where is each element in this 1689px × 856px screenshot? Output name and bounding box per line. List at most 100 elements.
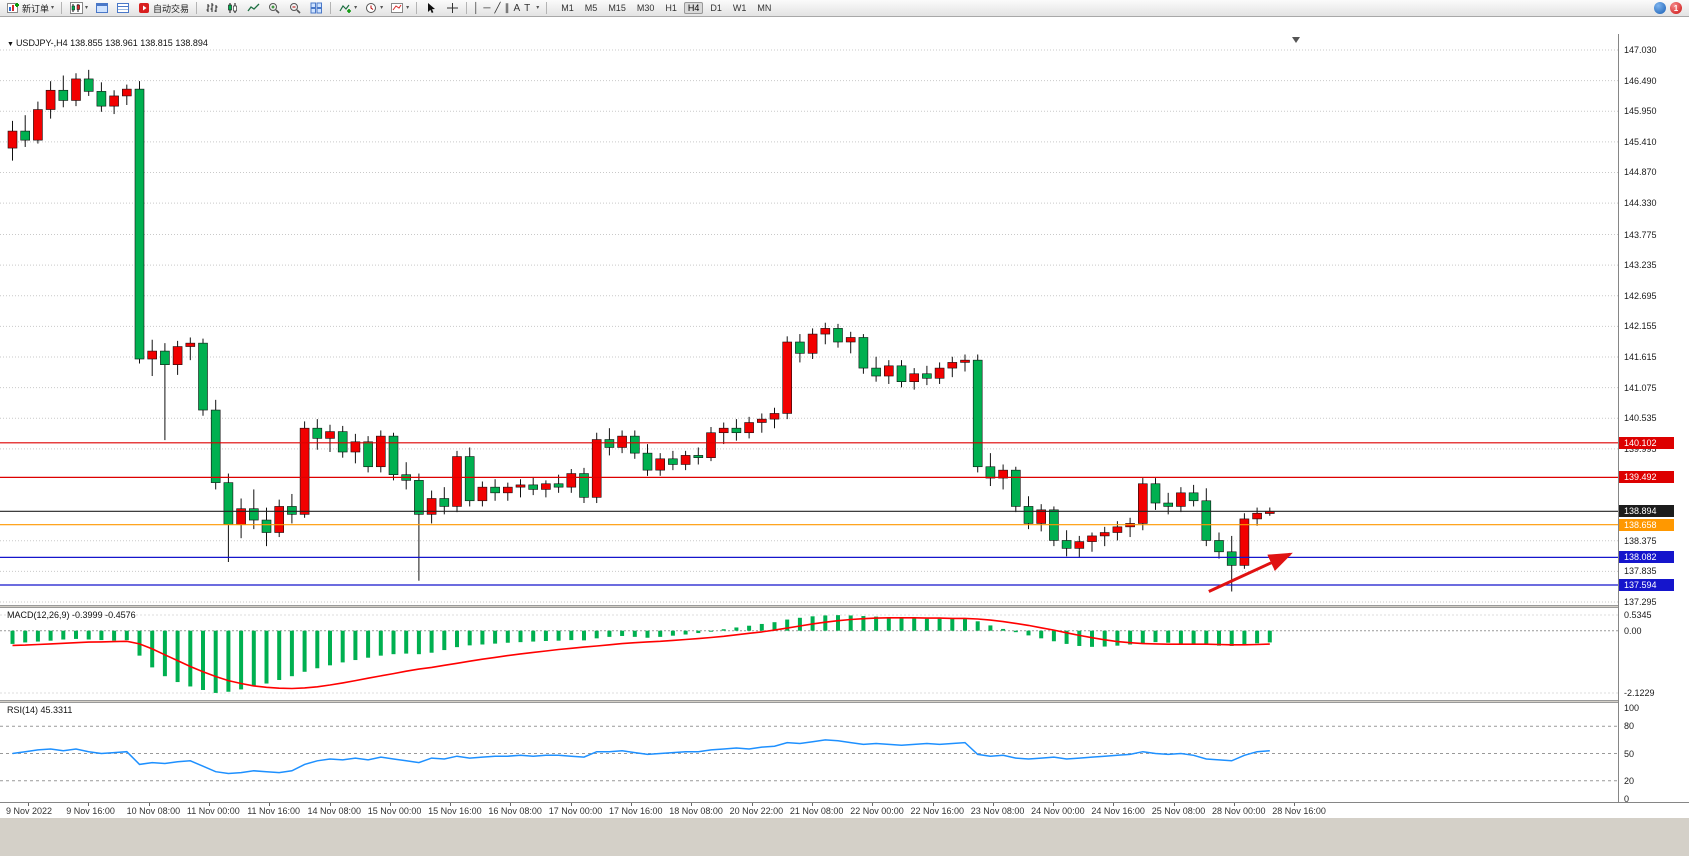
candle — [210, 409, 221, 483]
macd-histogram-bar — [1026, 630, 1031, 636]
candlestick-chart-type-button[interactable] — [222, 1, 242, 15]
timeframe-button-m30[interactable]: M30 — [636, 3, 655, 13]
zoom-out-button[interactable] — [285, 1, 305, 15]
price-tag: 137.594 — [1619, 579, 1674, 592]
candle — [655, 458, 666, 471]
price-scale-label: 147.030 — [1624, 45, 1657, 55]
new-order-label: 新订单 — [22, 3, 50, 14]
macd-indicator-pane[interactable] — [0, 608, 1618, 700]
macd-histogram-bar — [48, 630, 53, 641]
macd-histogram-bar — [912, 618, 917, 631]
new-chart-button[interactable]: ▾ — [66, 1, 91, 15]
time-axis-tick — [208, 803, 210, 806]
timeframe-button-w1[interactable]: W1 — [732, 3, 747, 13]
profiles-button[interactable] — [92, 1, 112, 15]
rsi-indicator-pane[interactable] — [0, 703, 1618, 802]
candle — [1036, 509, 1046, 524]
candle — [922, 373, 932, 379]
notifications-button[interactable]: 1 — [1670, 2, 1682, 14]
candle — [1239, 518, 1250, 566]
chevron-down-icon: ▾ — [406, 5, 410, 11]
periods-button[interactable]: ▾ — [361, 1, 386, 15]
crosshair-button[interactable] — [442, 1, 462, 15]
timeframe-button-mn[interactable]: MN — [757, 3, 772, 13]
macd-histogram-bar — [35, 630, 40, 642]
timeframe-button-h4[interactable]: H4 — [683, 2, 704, 14]
macd-histogram-bar — [1229, 630, 1234, 646]
new-order-button[interactable]: 新订单 ▾ — [3, 1, 57, 15]
zoom-in-icon — [267, 2, 281, 15]
main-price-chart[interactable] — [0, 34, 1618, 605]
chart-shift-marker[interactable] — [1292, 37, 1300, 43]
horizontal-line-tool[interactable]: ─ — [483, 2, 491, 14]
macd-histogram-bar — [785, 619, 790, 631]
price-scale-label: 145.410 — [1624, 136, 1657, 147]
crosshair-icon — [445, 2, 459, 15]
toolbar-separator — [61, 2, 63, 14]
cursor-button[interactable] — [421, 1, 441, 15]
timeframe-button-m1[interactable]: M1 — [561, 3, 574, 13]
candle — [1163, 502, 1173, 507]
price-scale-label: 146.490 — [1624, 75, 1657, 86]
macd-histogram-bar — [1267, 630, 1272, 643]
price-scale-label: 145.950 — [1624, 106, 1657, 117]
candle — [1010, 469, 1021, 507]
candle — [1112, 526, 1123, 533]
timeframe-button-d1[interactable]: D1 — [710, 3, 722, 13]
candle — [261, 519, 272, 533]
candle — [198, 342, 208, 411]
macd-histogram-bar — [658, 630, 663, 637]
timeframe-button-m15[interactable]: M15 — [608, 3, 626, 13]
price-tag: 138.658 — [1619, 518, 1674, 531]
pane-splitter[interactable] — [0, 605, 1689, 608]
candle — [299, 427, 310, 515]
timeframe-button-h1[interactable]: H1 — [665, 3, 677, 13]
macd-histogram-bar — [493, 630, 498, 644]
templates-button[interactable]: ▾ — [387, 1, 412, 15]
macd-histogram-bar — [442, 630, 447, 651]
macd-histogram-bar — [467, 630, 472, 646]
macd-histogram-bar — [1115, 630, 1120, 646]
auto-trading-button[interactable]: 自动交易 — [134, 1, 192, 15]
pane-splitter[interactable] — [0, 700, 1689, 703]
label-tool[interactable]: T — [524, 2, 531, 14]
candlestick-icon — [225, 2, 239, 15]
collapse-arrow-icon[interactable]: ▼ — [7, 41, 14, 48]
price-scale-label: 140.535 — [1624, 413, 1657, 424]
candle — [439, 498, 450, 507]
timeframe-button-m5[interactable]: M5 — [584, 3, 598, 13]
toolbar-separator — [416, 2, 418, 14]
trendline-tool[interactable]: ╱ — [494, 2, 501, 14]
macd-histogram-bar — [61, 630, 66, 640]
macd-histogram-bar — [1001, 628, 1006, 631]
drawing-tools-group: │ ─ ╱ ∥ A T — [471, 1, 532, 15]
candle — [960, 359, 970, 363]
candle — [769, 413, 780, 420]
community-button[interactable] — [1654, 2, 1666, 14]
macd-histogram-bar — [10, 630, 15, 644]
macd-histogram-bar — [213, 630, 218, 693]
indicators-button[interactable]: ▾ — [335, 1, 360, 15]
line-chart-type-button[interactable] — [243, 1, 263, 15]
channel-tool[interactable]: ∥ — [504, 2, 510, 14]
time-axis[interactable]: 9 Nov 2022 9 Nov 16:00 10 Nov 08:00 11 Nov … — [0, 802, 1689, 818]
bar-chart-type-button[interactable] — [201, 1, 221, 15]
candle — [375, 435, 386, 468]
zoom-in-button[interactable] — [264, 1, 284, 15]
candle — [1176, 492, 1186, 507]
more-tools-button[interactable]: ▾ — [533, 1, 542, 15]
price-scale-label: 137.295 — [1624, 596, 1657, 607]
price-scale[interactable]: 147.030 146.490 145.950 145.410 144.870 144.3… — [1618, 34, 1689, 804]
time-axis-label: 23 Nov 08:00 — [970, 806, 1025, 816]
macd-histogram-bar — [950, 618, 955, 631]
price-scale-label: 142.695 — [1624, 290, 1657, 301]
market-watch-button[interactable] — [113, 1, 133, 15]
text-tool[interactable]: A — [513, 2, 521, 14]
price-tag: 138.082 — [1619, 551, 1674, 564]
trend-arrow-object[interactable] — [1208, 552, 1293, 593]
vertical-line-tool[interactable]: │ — [473, 2, 480, 14]
macd-scale-label: 0.00 — [1624, 625, 1642, 636]
macd-histogram-bar — [683, 630, 688, 635]
time-axis-label: 17 Nov 00:00 — [548, 806, 603, 816]
tile-windows-button[interactable] — [306, 1, 326, 15]
